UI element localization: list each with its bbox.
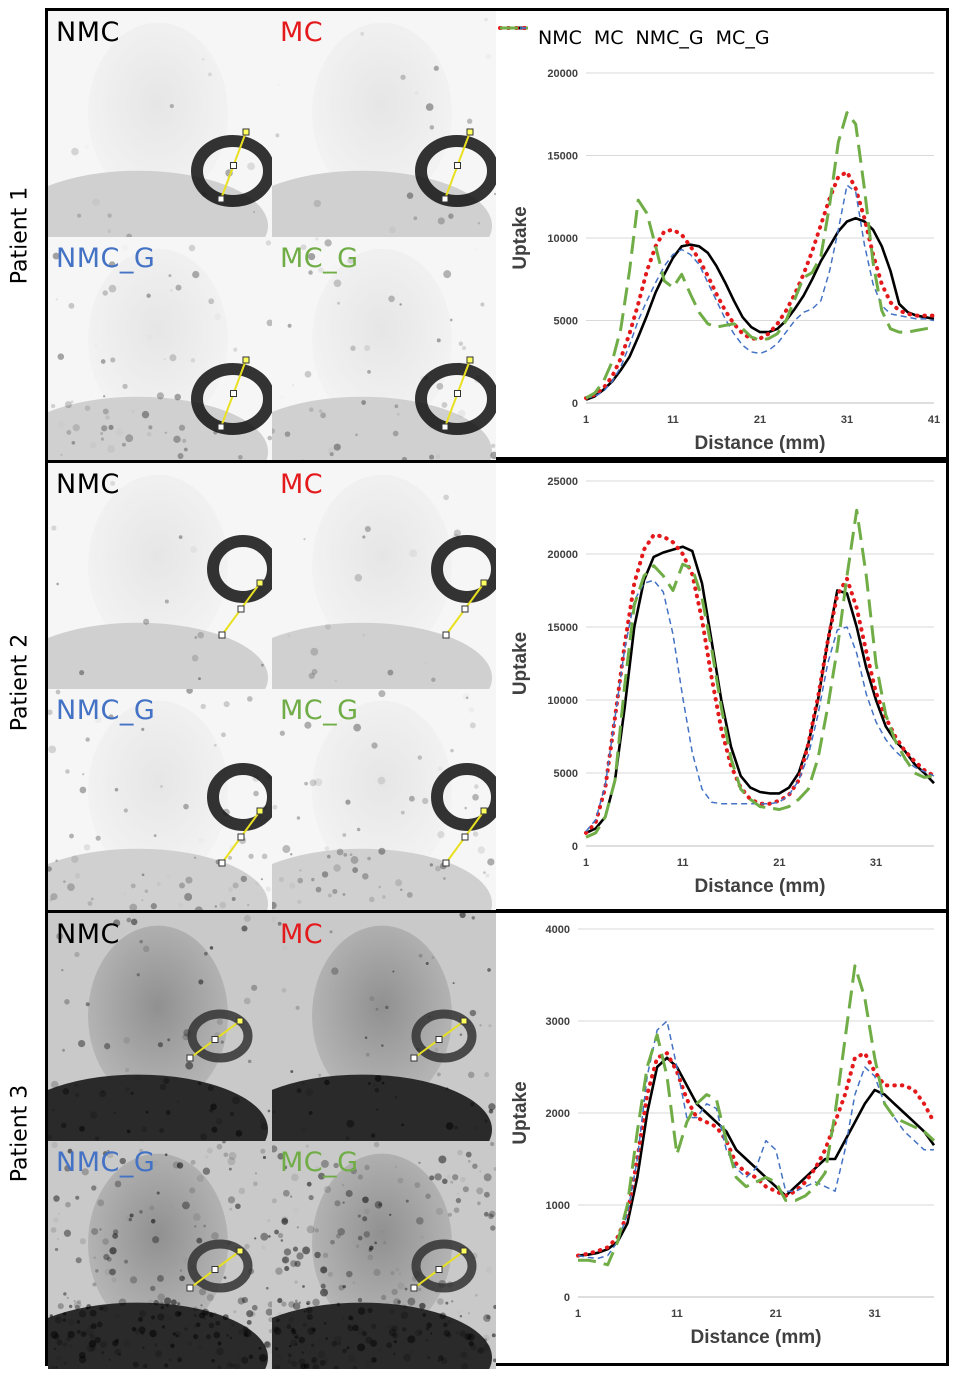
series-line-nmc [585,216,935,401]
patient-2-image-grid: NMC MC NMC_G MC_G [48,463,496,915]
x-axis-label: Distance (mm) [695,433,826,454]
pet-image-nmc: NMC [48,463,272,689]
pet-image-nmc-g: NMC_G [48,1141,272,1369]
x-tick-label: 41 [928,414,940,426]
image-label: MC [280,469,324,500]
y-tick-label: 15000 [547,151,578,163]
series-line-nmc-g [585,579,935,832]
y-tick-label: 20000 [547,68,578,80]
patient-3-panel: NMC MC NMC_G MC_G 0 1000 2000 3000 4000 1 11 21 31 D… [45,910,949,1369]
pet-image-nmc-g: NMC_G [48,237,272,463]
image-label: NMC [56,469,120,500]
pet-image-mc: MC [272,11,496,237]
patient-3-image-grid: NMC MC NMC_G MC_G [48,913,496,1369]
patient-1-image-grid: NMC MC NMC_G MC_G [48,11,496,463]
patient-2-label: Patient 2 [0,462,40,902]
series-line-mc [584,533,936,835]
y-tick-label: 25000 [547,476,578,488]
y-tick-label: 5000 [554,316,578,328]
x-tick-label: 31 [869,1308,881,1320]
image-label: NMC_G [56,243,156,274]
x-tick-label: 11 [671,1308,683,1320]
y-tick-label: 10000 [547,233,578,245]
patient-1-label: Patient 1 [0,15,40,455]
pet-image-mc-g: MC_G [272,689,496,915]
x-tick-label: 11 [667,414,679,426]
series-line-mc-g [585,111,935,400]
y-tick-label: 10000 [547,695,578,707]
pet-image-nmc: NMC [48,913,272,1141]
x-tick-label: 21 [770,1308,782,1320]
series-line-nmc-g [577,1020,934,1260]
patient-3-label: Patient 3 [0,913,40,1353]
y-tick-label: 4000 [546,924,570,936]
image-label: MC [280,919,324,950]
image-label: NMC_G [56,695,156,726]
image-label: MC_G [280,695,359,726]
x-tick-label: 21 [773,857,785,869]
x-axis-label: Distance (mm) [695,876,826,897]
pet-image-mc: MC [272,463,496,689]
y-tick-label: 5000 [554,768,578,780]
y-tick-label: 1000 [546,1200,570,1212]
series-line-mc [584,170,936,401]
y-tick-label: 0 [564,1292,570,1304]
legend-item-mc: MC [498,26,624,49]
y-tick-label: 0 [572,398,578,410]
patient-1-chart: 0 5000 10000 15000 20000 1 11 21 31 41 Distance (m… [498,11,946,457]
pet-image-mc-g: MC_G [272,1141,496,1369]
y-tick-label: 0 [572,841,578,853]
x-tick-label: 11 [677,857,689,869]
patient-3-label-text: Patient 3 [7,1084,33,1182]
legend-item-nmc-g: NMC_G [500,27,704,49]
series-line-mc-g [585,508,935,839]
chart-legend: NMC MC NMC_G MC_G [498,23,946,53]
legend-item-mc-g: MC_G [500,26,770,49]
pet-image-mc: MC [272,913,496,1141]
y-axis-label: Uptake [510,632,531,695]
x-axis-label: Distance (mm) [691,1327,822,1348]
x-tick-label: 31 [870,857,882,869]
x-tick-label: 31 [841,414,853,426]
y-axis-label: Uptake [510,206,531,269]
patient-1-label-text: Patient 1 [7,186,33,284]
image-label: MC_G [280,243,359,274]
x-tick-label: 1 [583,857,589,869]
patient-3-chart: 0 1000 2000 3000 4000 1 11 21 31 Distance (mm) Upt… [498,913,946,1363]
pet-image-nmc-g: NMC_G [48,689,272,915]
y-tick-label: 2000 [546,1108,570,1120]
patient-2-label-text: Patient 2 [7,633,33,731]
patient-2-panel: NMC MC NMC_G MC_G 0 5000 10000 15000 20000 25000… [45,460,949,915]
y-tick-label: 20000 [547,549,578,561]
image-label: NMC_G [56,1147,156,1178]
legend-item-nmc: NMC [500,26,582,49]
legend-label: MC [593,27,624,49]
y-axis-label: Uptake [510,1081,531,1144]
legend-label: NMC [538,27,582,49]
legend-label: NMC_G [635,27,704,49]
series-line-mc-g [578,964,936,1267]
pet-image-nmc: NMC [48,11,272,237]
y-tick-label: 3000 [546,1016,570,1028]
legend-label: MC_G [715,27,770,49]
pet-image-mc-g: MC_G [272,237,496,463]
patient-1-panel: NMC MC NMC_G MC_G 0 5000 10000 15000 20000 1 11 21… [45,8,949,463]
image-label: NMC [56,919,120,950]
patient-2-chart: 0 5000 10000 15000 20000 25000 1 11 21 31 Distance… [498,463,946,909]
image-label: NMC [56,17,120,48]
image-label: MC_G [280,1147,359,1178]
x-tick-label: 21 [754,414,766,426]
image-label: MC [280,17,324,48]
series-line-nmc-g [585,184,935,399]
x-tick-label: 1 [575,1308,581,1320]
x-tick-label: 1 [583,414,589,426]
y-tick-label: 15000 [547,622,578,634]
